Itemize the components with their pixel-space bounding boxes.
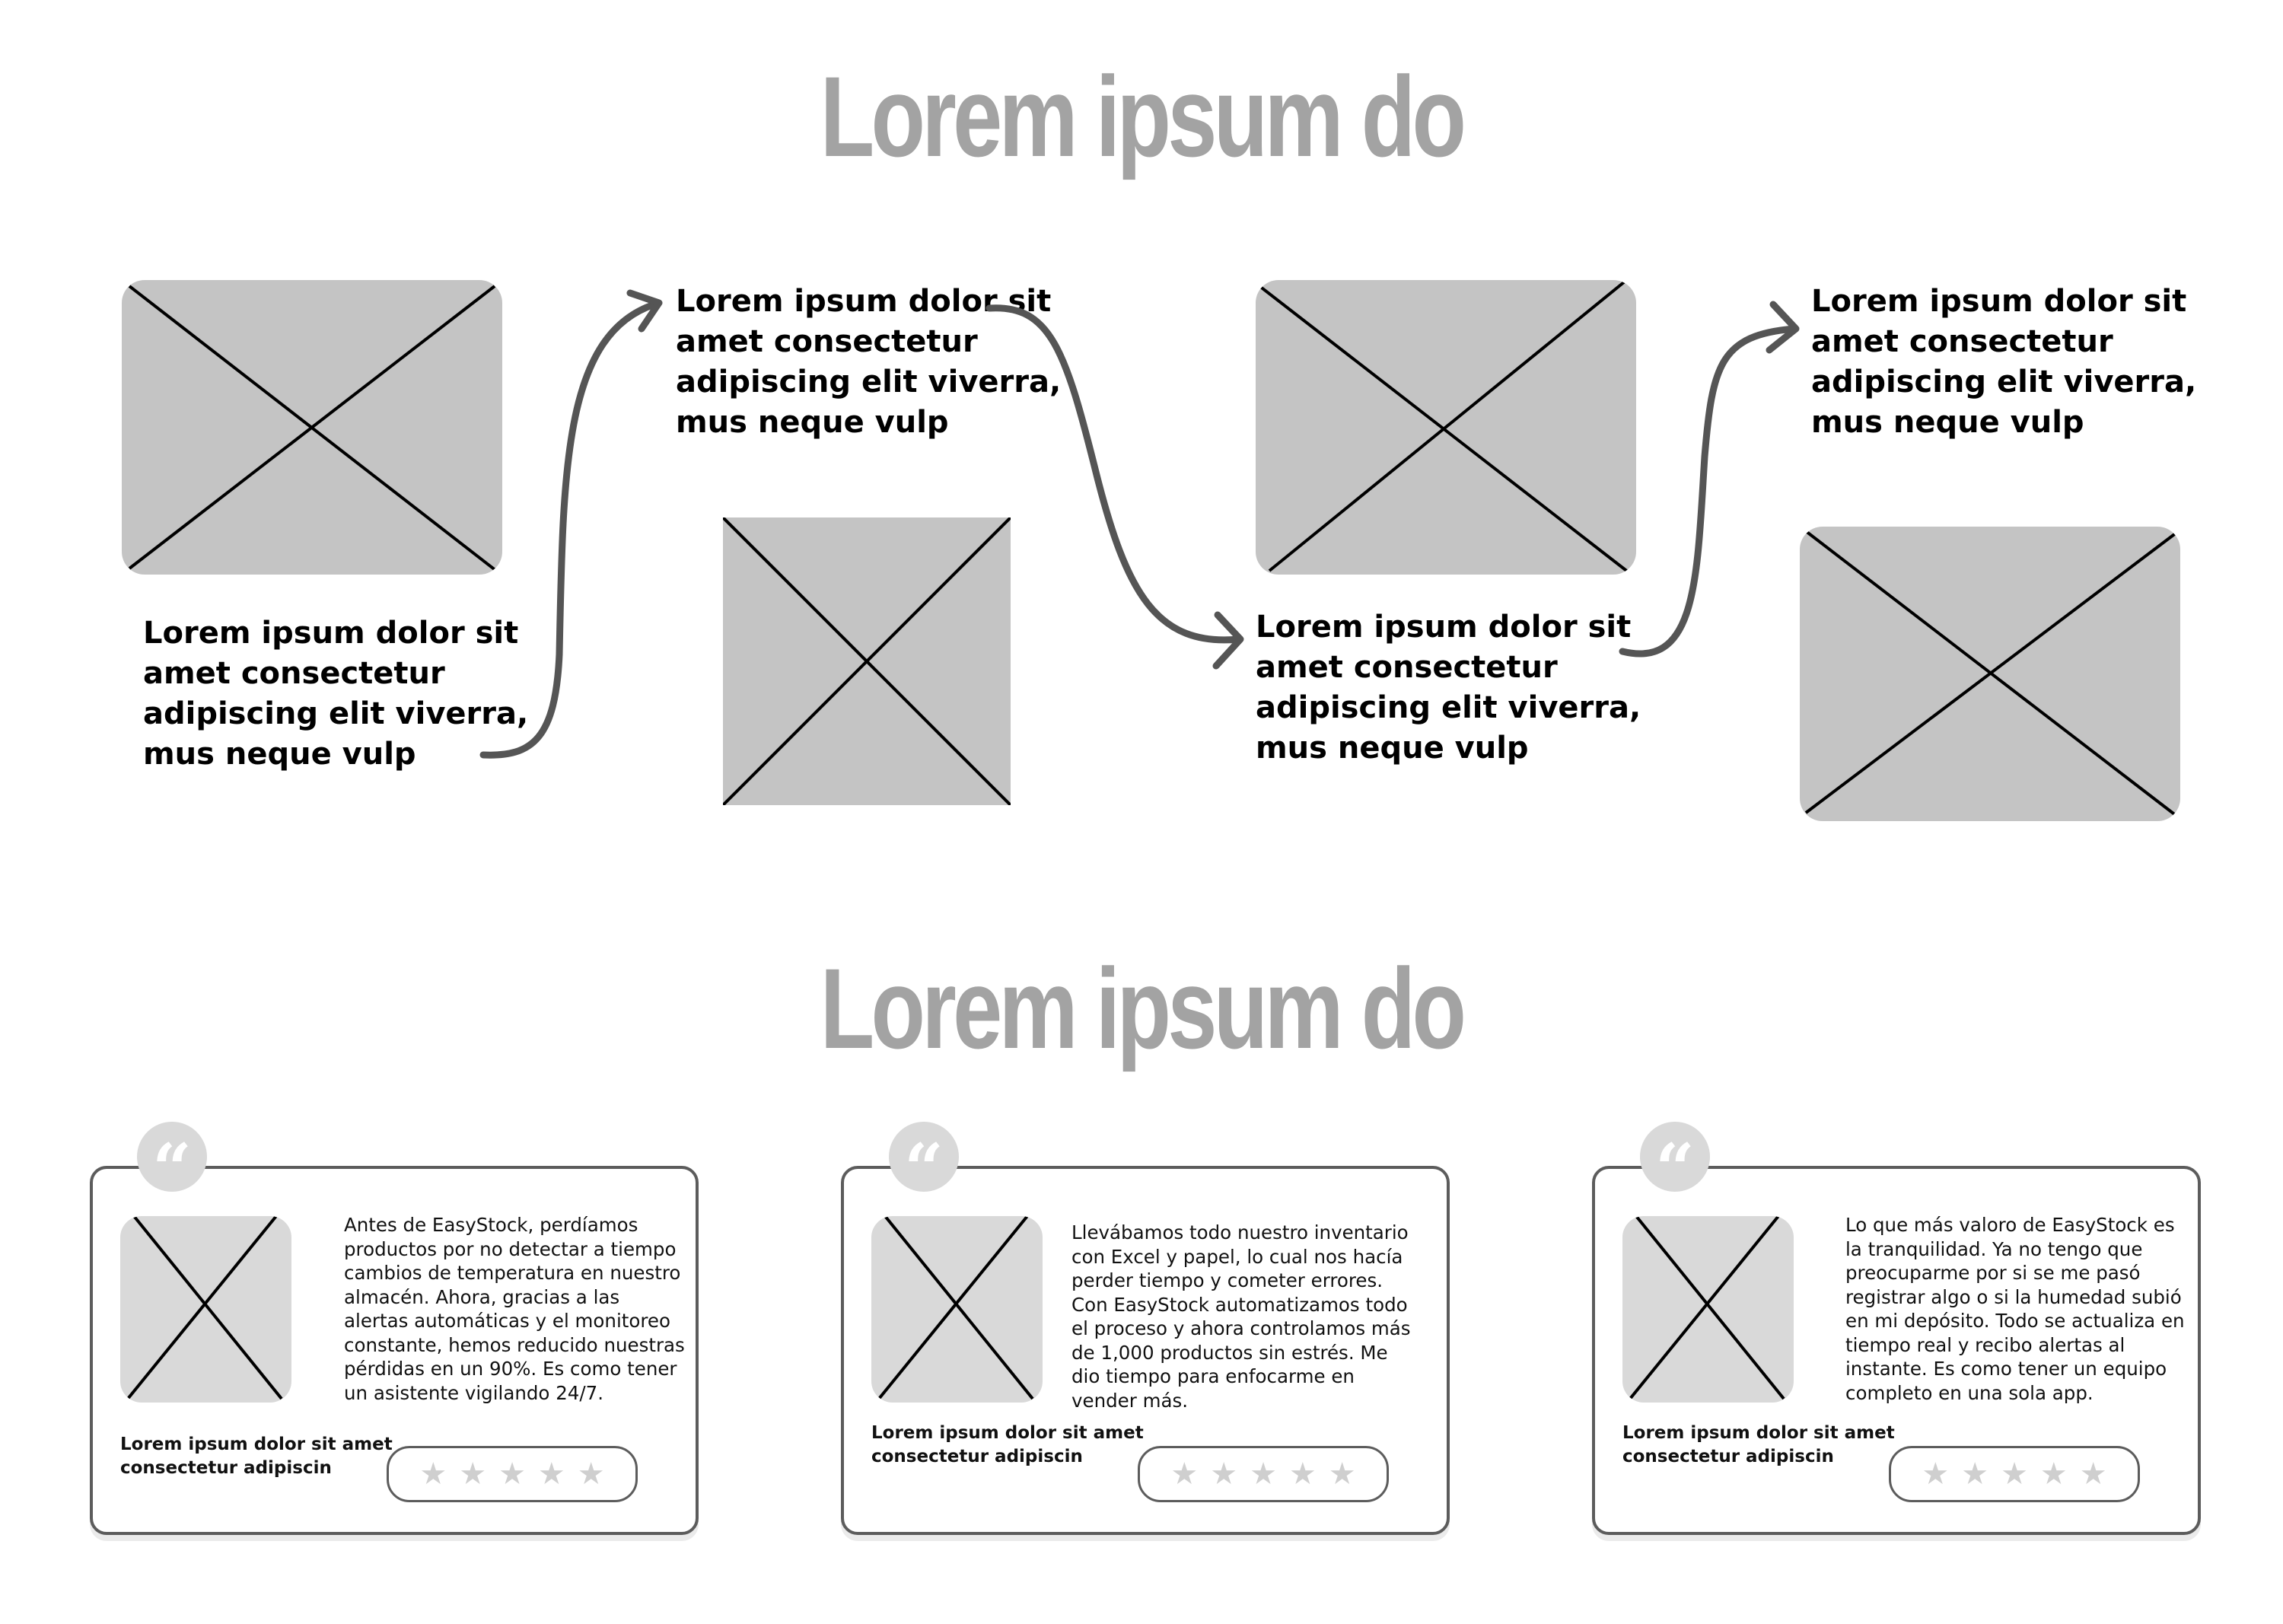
testimonial-text-1: Antes de EasyStock, perdíamos productos … <box>344 1214 685 1404</box>
quote-icon: “ <box>137 1122 207 1209</box>
image-placeholder-icon <box>120 1216 291 1403</box>
testimonial-caption-1: Lorem ipsum dolor sit amet consectetur a… <box>120 1435 393 1478</box>
star-icon[interactable]: ★ <box>2039 1457 2068 1492</box>
quote-icon: “ <box>1640 1122 1710 1209</box>
star-icon[interactable]: ★ <box>1170 1457 1199 1492</box>
image-placeholder-icon <box>1800 527 2180 821</box>
image-placeholder-icon <box>723 517 1011 805</box>
image-placeholder-icon <box>871 1216 1043 1403</box>
testimonial-text-2: Llevábamos todo nuestro inventario con E… <box>1071 1221 1411 1412</box>
star-icon[interactable]: ★ <box>2001 1457 2028 1492</box>
star-icon[interactable]: ★ <box>1922 1457 1950 1492</box>
star-icon[interactable]: ★ <box>459 1457 487 1492</box>
step-text-4: Lorem ipsum dolor sit amet consectetur a… <box>1811 284 2197 440</box>
section-heading-top: Lorem ipsum do <box>820 53 1466 180</box>
star-icon[interactable]: ★ <box>498 1457 526 1492</box>
image-placeholder-icon <box>122 280 502 575</box>
star-icon[interactable]: ★ <box>1288 1457 1317 1492</box>
testimonial-text-3: Lo que más valoro de EasyStock es la tra… <box>1845 1214 2185 1404</box>
quote-icon: “ <box>889 1122 959 1209</box>
star-icon[interactable]: ★ <box>1210 1457 1238 1492</box>
testimonial-caption-2: Lorem ipsum dolor sit amet consectetur a… <box>871 1423 1144 1466</box>
star-rating[interactable]: ★ ★ ★ ★ ★ <box>1138 1446 1389 1502</box>
step-text-2: Lorem ipsum dolor sit amet consectetur a… <box>676 284 1062 440</box>
star-icon[interactable]: ★ <box>2079 1457 2107 1492</box>
star-icon[interactable]: ★ <box>1250 1457 1277 1492</box>
step-text-3: Lorem ipsum dolor sit amet consectetur a… <box>1256 610 1641 766</box>
testimonial-caption-3: Lorem ipsum dolor sit amet consectetur a… <box>1622 1423 1895 1466</box>
star-icon[interactable]: ★ <box>577 1457 605 1492</box>
image-placeholder-icon <box>1256 280 1636 575</box>
star-rating[interactable]: ★ ★ ★ ★ ★ <box>1889 1446 2140 1502</box>
star-icon[interactable]: ★ <box>1328 1457 1356 1492</box>
star-icon[interactable]: ★ <box>537 1457 565 1492</box>
star-icon[interactable]: ★ <box>1961 1457 1989 1492</box>
star-rating[interactable]: ★ ★ ★ ★ ★ <box>387 1446 638 1502</box>
section-heading-bottom: Lorem ipsum do <box>820 944 1466 1072</box>
image-placeholder-icon <box>1622 1216 1794 1403</box>
step-text-1: Lorem ipsum dolor sit amet consectetur a… <box>143 616 529 772</box>
star-icon[interactable]: ★ <box>419 1457 447 1492</box>
